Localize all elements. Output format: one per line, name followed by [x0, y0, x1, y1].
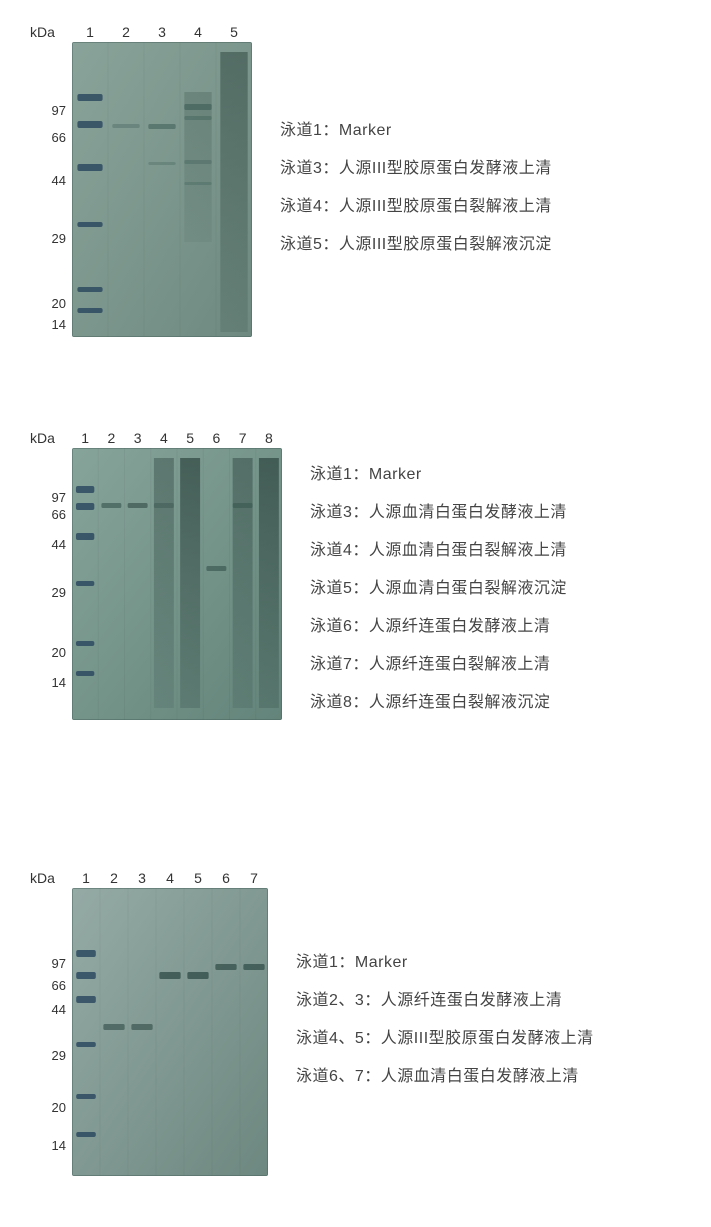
- kda-tick: 29: [30, 585, 66, 600]
- lane-number: 1: [72, 870, 100, 888]
- kda-tick: 97: [30, 956, 66, 971]
- legend-line: 泳道7：人源纤连蛋白裂解液上清: [310, 650, 701, 674]
- kda-tick: 14: [30, 675, 66, 690]
- lane-numbers: 12345: [72, 24, 252, 42]
- kda-unit-label: kDa: [30, 430, 55, 446]
- gel-block: kDa12345678 976644292014: [30, 430, 290, 728]
- lane-legend: 泳道1：Marker 泳道3：人源血清白蛋白发酵液上清泳道4：人源血清白蛋白裂解液…: [290, 430, 701, 712]
- legend-line: 泳道3：人源血清白蛋白发酵液上清: [310, 498, 701, 522]
- lane-number: 4: [156, 870, 184, 888]
- lane-number: 8: [256, 430, 282, 448]
- lane-number: 6: [212, 870, 240, 888]
- kda-unit-label: kDa: [30, 870, 55, 886]
- legend-line: 泳道8：人源纤连蛋白裂解液沉淀: [310, 688, 701, 712]
- lane-number: 7: [230, 430, 256, 448]
- lane-number: 3: [144, 24, 180, 42]
- legend-line: 泳道4：人源血清白蛋白裂解液上清: [310, 536, 701, 560]
- lane-legend: 泳道1：Marker 泳道3：人源III型胶原蛋白发酵液上清泳道4：人源III型胶…: [260, 24, 701, 254]
- kda-tick: 66: [30, 507, 66, 522]
- lane-number: 5: [216, 24, 252, 42]
- lane-number: 3: [128, 870, 156, 888]
- kda-tick: 44: [30, 1002, 66, 1017]
- lane-number: 5: [177, 430, 203, 448]
- lane-number: 5: [184, 870, 212, 888]
- legend-line: 泳道5：人源III型胶原蛋白裂解液沉淀: [280, 230, 701, 254]
- kda-tick: 20: [30, 296, 66, 311]
- kda-tick: 20: [30, 1100, 66, 1115]
- kda-tick: 29: [30, 1048, 66, 1063]
- legend-line: 泳道1：Marker: [280, 116, 701, 140]
- lane-number: 6: [203, 430, 229, 448]
- lane-number: 1: [72, 24, 108, 42]
- gel-image: [72, 448, 282, 720]
- kda-tick: 20: [30, 645, 66, 660]
- gel-panel-3: kDa1234567 976644292014泳道1：Marker泳道2、3：人…: [0, 870, 711, 1184]
- kda-tick: 66: [30, 978, 66, 993]
- lane-number: 7: [240, 870, 268, 888]
- kda-tick: 97: [30, 103, 66, 118]
- lane-number: 2: [98, 430, 124, 448]
- kda-tick: 97: [30, 490, 66, 505]
- lane-legend: 泳道1：Marker 泳道2、3：人源纤连蛋白发酵液上清泳道4、5：人源III型胶…: [276, 870, 701, 1086]
- lane-number: 2: [100, 870, 128, 888]
- kda-tick: 66: [30, 130, 66, 145]
- kda-tick: 14: [30, 1138, 66, 1153]
- lane-numbers: 1234567: [72, 870, 268, 888]
- legend-line: 泳道4、5：人源III型胶原蛋白发酵液上清: [296, 1024, 701, 1048]
- kda-unit-label: kDa: [30, 24, 55, 40]
- lane-number: 1: [72, 430, 98, 448]
- lane-number: 2: [108, 24, 144, 42]
- kda-tick: 44: [30, 173, 66, 188]
- gel-panel-1: kDa12345 976644292014泳道1：Marker泳道3：人源III…: [0, 24, 711, 345]
- lane-number: 4: [151, 430, 177, 448]
- gel-image: [72, 42, 252, 337]
- legend-line: 泳道3：人源III型胶原蛋白发酵液上清: [280, 154, 701, 178]
- lane-number: 4: [180, 24, 216, 42]
- gel-block: kDa12345 976644292014: [30, 24, 260, 345]
- legend-line: 泳道5：人源血清白蛋白裂解液沉淀: [310, 574, 701, 598]
- kda-tick: 44: [30, 537, 66, 552]
- gel-block: kDa1234567 976644292014: [30, 870, 276, 1184]
- legend-line: 泳道1：Marker: [310, 460, 701, 484]
- gel-panel-2: kDa12345678 976644292014泳道1：Marker泳道3：人源…: [0, 430, 711, 728]
- gel-image: [72, 888, 268, 1176]
- lane-numbers: 12345678: [72, 430, 282, 448]
- legend-line: 泳道6、7：人源血清白蛋白发酵液上清: [296, 1062, 701, 1086]
- legend-line: 泳道2、3：人源纤连蛋白发酵液上清: [296, 986, 701, 1010]
- kda-tick: 14: [30, 317, 66, 332]
- lane-number: 3: [125, 430, 151, 448]
- legend-line: 泳道4：人源III型胶原蛋白裂解液上清: [280, 192, 701, 216]
- legend-line: 泳道6：人源纤连蛋白发酵液上清: [310, 612, 701, 636]
- kda-tick: 29: [30, 231, 66, 246]
- legend-line: 泳道1：Marker: [296, 948, 701, 972]
